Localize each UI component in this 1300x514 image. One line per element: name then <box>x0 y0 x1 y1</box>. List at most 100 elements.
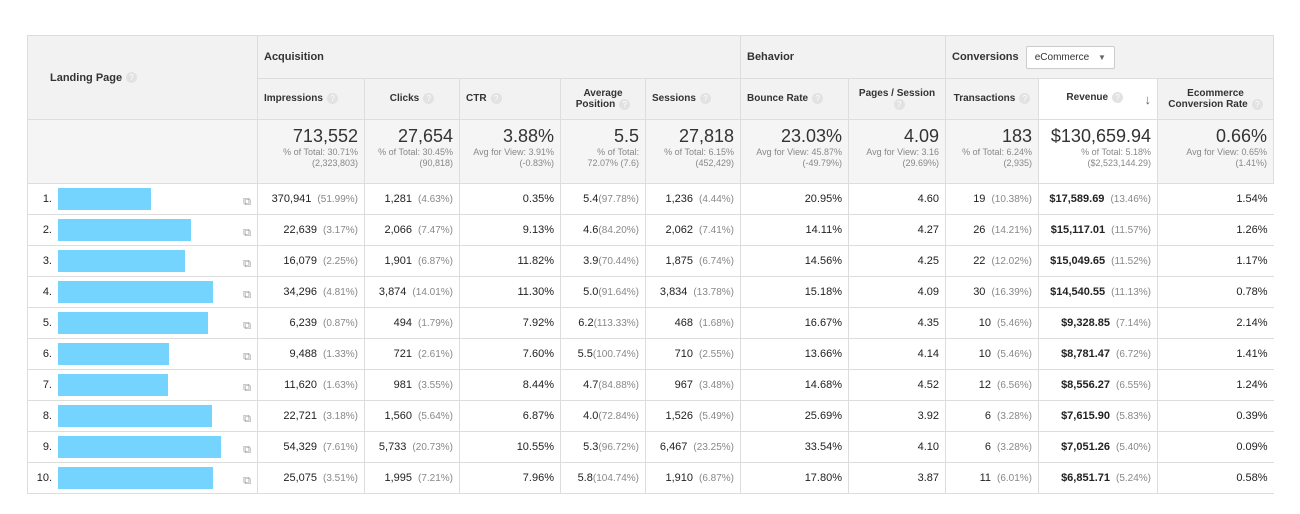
landing-page-header[interactable]: Landing Page? <box>27 35 258 120</box>
sess-cell: 710 (2.55%) <box>645 338 741 370</box>
table-row[interactable]: 2. ⧉ 22,639 (3.17%) 2,066 (7.47%) 9.13% 4.6(84.… <box>27 214 1274 246</box>
landing-page-cell[interactable]: 8. ⧉ <box>27 400 258 432</box>
open-external-icon[interactable]: ⧉ <box>243 413 251 425</box>
impr-cell: 370,941 (51.99%) <box>257 183 365 215</box>
open-external-icon[interactable]: ⧉ <box>243 227 251 239</box>
table-row[interactable]: 3. ⧉ 16,079 (2.25%) 1,901 (6.87%) 11.82% 3.9(70… <box>27 245 1274 277</box>
help-icon[interactable]: ? <box>423 93 435 105</box>
ecr-cell: 0.09% <box>1157 431 1274 463</box>
help-icon[interactable]: ? <box>326 93 338 105</box>
impr-cell: 54,329 (7.61%) <box>257 431 365 463</box>
open-external-icon[interactable]: ⧉ <box>243 289 251 301</box>
ctr-cell: 11.30% <box>459 276 561 308</box>
redacted-url[interactable] <box>58 219 191 241</box>
help-icon[interactable]: ? <box>893 98 905 110</box>
landing-page-cell[interactable]: 2. ⧉ <box>27 214 258 246</box>
acquisition-group: Acquisition <box>257 35 741 79</box>
summary-cell: 3.88% Avg for View: 3.91% (-0.83%) <box>459 119 561 184</box>
redacted-url[interactable] <box>58 250 185 272</box>
open-external-icon[interactable]: ⧉ <box>243 382 251 394</box>
bounce-cell: 15.18% <box>740 276 849 308</box>
bounce-cell: 17.80% <box>740 462 849 494</box>
trans-cell: 22 (12.02%) <box>945 245 1039 277</box>
redacted-url[interactable] <box>58 405 212 427</box>
table-row[interactable]: 4. ⧉ 34,296 (4.81%) 3,874 (14.01%) 11.30% 5.0(9… <box>27 276 1274 308</box>
column-header[interactable]: Ecommerce Conversion Rate? <box>1157 78 1275 120</box>
landing-page-cell[interactable]: 5. ⧉ <box>27 307 258 339</box>
clicks-cell: 2,066 (7.47%) <box>364 214 460 246</box>
column-label: Impressions <box>264 93 323 105</box>
redacted-url[interactable] <box>58 281 213 303</box>
pps-cell: 3.87 <box>847 462 946 494</box>
help-icon[interactable]: ? <box>619 98 631 110</box>
open-external-icon[interactable]: ⧉ <box>243 196 251 208</box>
help-icon[interactable]: ? <box>1251 98 1263 110</box>
column-header[interactable]: Transactions? <box>945 78 1040 120</box>
pos-cell: 5.5(100.74%) <box>560 338 646 370</box>
landing-page-cell[interactable]: 6. ⧉ <box>27 338 258 370</box>
pps-cell: 4.27 <box>847 214 946 246</box>
redacted-url[interactable] <box>58 374 168 396</box>
summary-value: 23.03% <box>780 126 842 146</box>
redacted-url[interactable] <box>58 312 208 334</box>
column-label: Transactions <box>953 93 1016 105</box>
help-icon[interactable]: ? <box>126 72 138 84</box>
table-row[interactable]: 10. ⧉ 25,075 (3.51%) 1,995 (7.21%) 7.96% 5.8(10… <box>27 462 1274 494</box>
column-header[interactable]: Bounce Rate? <box>740 78 849 120</box>
conversions-dropdown[interactable]: eCommerce ▼ <box>1025 45 1115 69</box>
column-header[interactable]: Pages / Session? <box>847 78 947 120</box>
table-row[interactable]: 7. ⧉ 11,620 (1.63%) 981 (3.55%) 8.44% 4.7(84.88… <box>27 369 1274 401</box>
landing-page-cell[interactable]: 7. ⧉ <box>27 369 258 401</box>
trans-cell: 6 (3.28%) <box>945 431 1039 463</box>
help-icon[interactable]: ? <box>1019 93 1031 105</box>
landing-page-cell[interactable]: 4. ⧉ <box>27 276 258 308</box>
sort-desc-icon[interactable]: ↓ <box>1144 91 1152 107</box>
table-row[interactable]: 8. ⧉ 22,721 (3.18%) 1,560 (5.64%) 6.87% 4.0(72.… <box>27 400 1274 432</box>
sess-cell: 1,526 (5.49%) <box>645 400 741 432</box>
redacted-url[interactable] <box>58 188 151 210</box>
ctr-cell: 0.35% <box>459 183 561 215</box>
pos-cell: 5.3(96.72%) <box>560 431 646 463</box>
help-icon[interactable]: ? <box>699 93 711 105</box>
column-header[interactable]: Sessions? <box>645 78 741 120</box>
summary-value: 0.66% <box>1215 126 1268 146</box>
pps-cell: 4.52 <box>847 369 946 401</box>
pos-cell: 5.0(91.64%) <box>560 276 646 308</box>
summary-value: 27,818 <box>678 126 734 146</box>
open-external-icon[interactable]: ⧉ <box>243 351 251 363</box>
open-external-icon[interactable]: ⧉ <box>243 475 251 487</box>
redacted-url[interactable] <box>58 436 221 458</box>
open-external-icon[interactable]: ⧉ <box>243 258 251 270</box>
impr-cell: 6,239 (0.87%) <box>257 307 365 339</box>
rev-cell: $7,051.26 (5.40%) <box>1038 431 1158 463</box>
pos-cell: 6.2(113.33%) <box>560 307 646 339</box>
landing-page-cell[interactable]: 3. ⧉ <box>27 245 258 277</box>
open-external-icon[interactable]: ⧉ <box>243 444 251 456</box>
redacted-url[interactable] <box>58 467 213 489</box>
clicks-cell: 721 (2.61%) <box>364 338 460 370</box>
help-icon[interactable]: ? <box>1112 91 1124 103</box>
bounce-cell: 25.69% <box>740 400 849 432</box>
column-header[interactable]: Clicks? <box>364 78 460 120</box>
trans-cell: 11 (6.01%) <box>945 462 1039 494</box>
column-header[interactable]: Impressions? <box>257 78 365 120</box>
table-row[interactable]: 5. ⧉ 6,239 (0.87%) 494 (1.79%) 7.92% 6.2(113.33… <box>27 307 1274 339</box>
ecr-cell: 0.58% <box>1157 462 1274 494</box>
table-row[interactable]: 9. ⧉ 54,329 (7.61%) 5,733 (20.73%) 10.55% 5.3(9… <box>27 431 1274 463</box>
column-header[interactable]: CTR? <box>459 78 561 120</box>
column-header[interactable]: Revenue? ↓ <box>1038 78 1159 120</box>
table-row[interactable]: 6. ⧉ 9,488 (1.33%) 721 (2.61%) 7.60% 5.5(100.74… <box>27 338 1274 370</box>
ctr-cell: 7.92% <box>459 307 561 339</box>
landing-page-cell[interactable]: 9. ⧉ <box>27 431 258 463</box>
landing-page-cell[interactable]: 1. ⧉ <box>27 183 258 215</box>
help-icon[interactable]: ? <box>490 93 502 105</box>
summary-cell: 23.03% Avg for View: 45.87% (-49.79%) <box>740 119 849 184</box>
help-icon[interactable]: ? <box>812 93 824 105</box>
open-external-icon[interactable]: ⧉ <box>243 320 251 332</box>
clicks-cell: 5,733 (20.73%) <box>364 431 460 463</box>
sess-cell: 6,467 (23.25%) <box>645 431 741 463</box>
landing-page-cell[interactable]: 10. ⧉ <box>27 462 258 494</box>
table-row[interactable]: 1. ⧉ 370,941 (51.99%) 1,281 (4.63%) 0.35% 5.4(9… <box>27 183 1274 215</box>
redacted-url[interactable] <box>58 343 169 365</box>
column-header[interactable]: Average Position? <box>560 78 646 120</box>
